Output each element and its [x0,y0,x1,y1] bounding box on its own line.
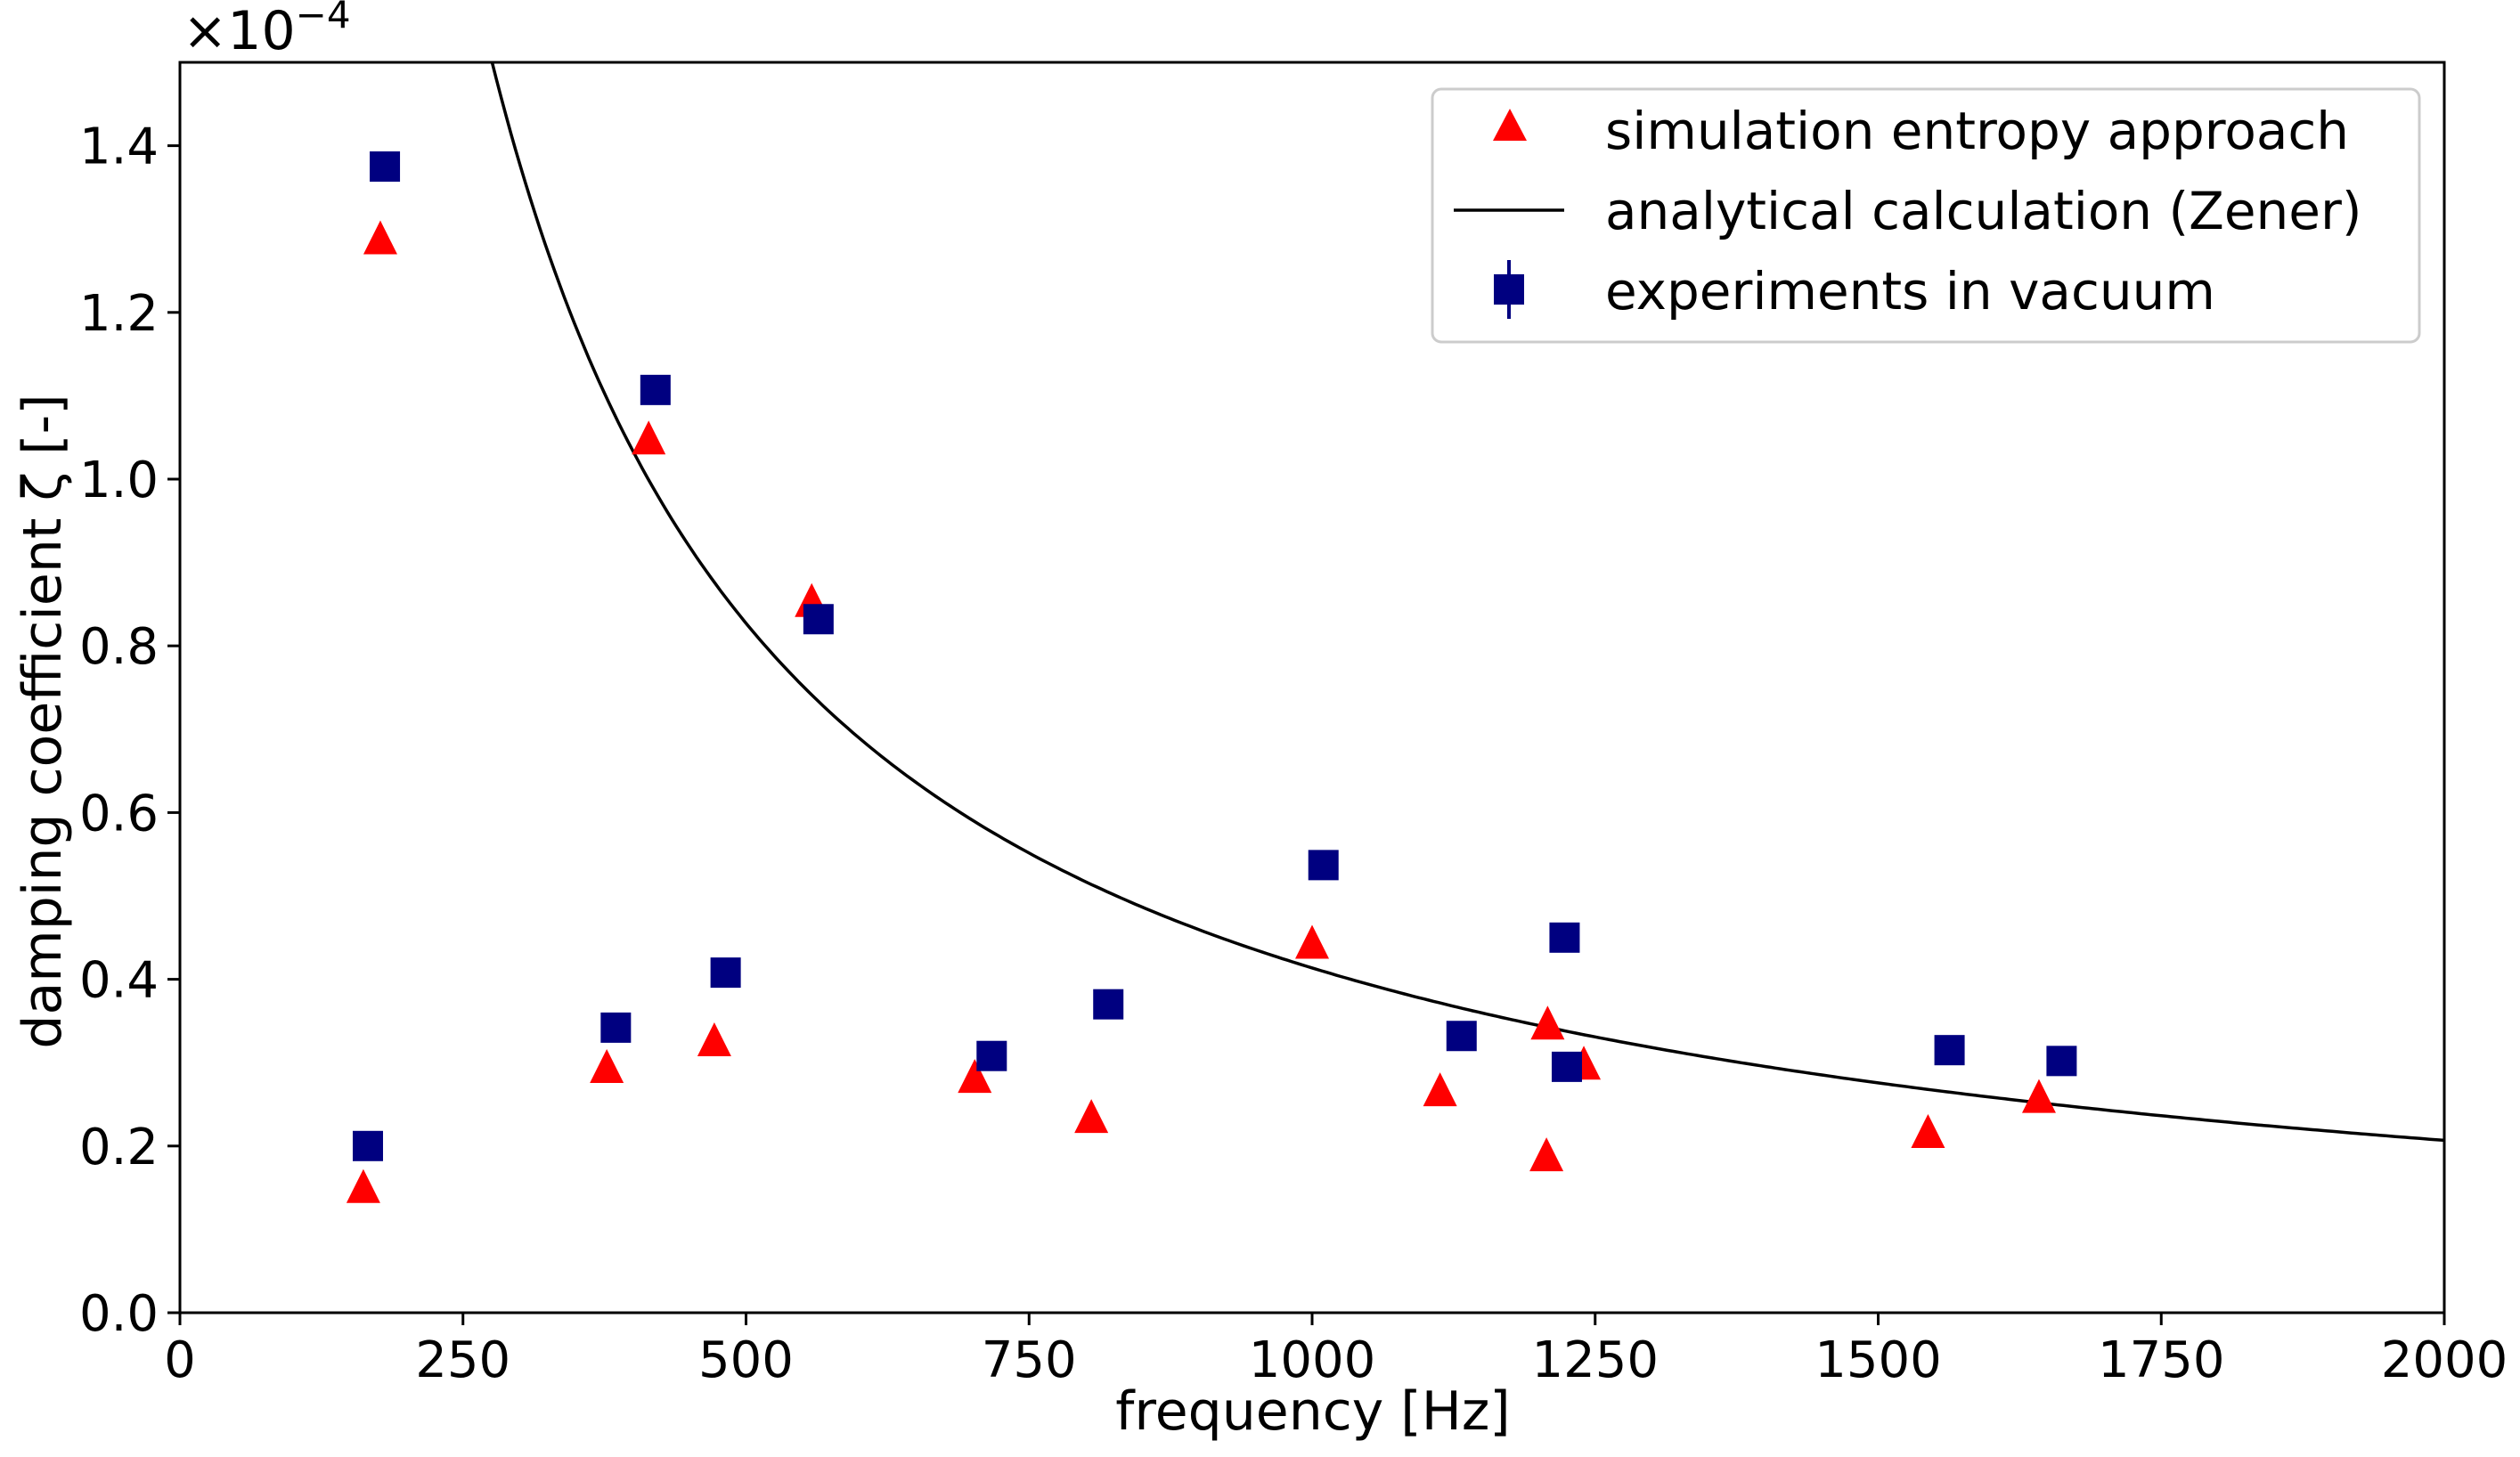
x-tick-label-2000: 2000 [2381,1331,2508,1389]
x-tick-label-0: 0 [164,1331,196,1389]
experiment-point-9 [1308,850,1339,881]
experiment-point-10 [1446,1021,1477,1052]
experiment-point-1 [352,1130,383,1161]
y-scale-exponent: −4 [296,0,351,37]
y-tick-label-5: 1.0 [79,452,159,509]
x-tick-label-1750: 1750 [2098,1331,2225,1389]
x-tick-label-1250: 1250 [1531,1331,1659,1389]
y-tick-label-6: 1.2 [79,285,159,343]
legend-label-analytical: analytical calculation (Zener) [1605,181,2361,241]
simulation-point-14 [1911,1113,1945,1148]
simulation-point-4 [632,420,666,455]
zener-curve [490,62,2444,1143]
legend-label-experiments: experiments in vacuum [1605,261,2215,322]
simulation-point-10 [1423,1072,1457,1107]
y-tick-label-7: 1.4 [79,118,159,176]
experiment-point-13 [1934,1035,1965,1066]
y-scale-base: ×10 [183,0,296,62]
y-tick-label-2: 0.4 [79,952,159,1010]
experiment-point-7 [976,1040,1007,1071]
simulation-point-7 [958,1059,992,1094]
experiment-point-12 [1551,1051,1582,1082]
simulation-point-12 [1530,1005,1565,1040]
simulation-point-11 [1529,1137,1564,1172]
x-tick-label-1000: 1000 [1249,1331,1376,1389]
x-tick-label-500: 500 [698,1331,794,1389]
experiment-point-8 [1093,989,1124,1020]
y-tick-label-1: 0.2 [79,1119,159,1176]
y-tick-label-4: 0.8 [79,618,159,676]
experiment-point-4 [640,374,671,405]
experiment-point-3 [600,1012,632,1043]
simulation-point-2 [363,220,397,255]
x-tick-label-750: 750 [982,1331,1077,1389]
experiment-point-11 [1549,922,1580,953]
experiment-point-14 [2046,1046,2077,1077]
legend: simulation entropy approach analytical c… [1431,87,2421,344]
legend-triangle-icon [1493,109,1527,141]
y-scale-factor: ×10−4 [183,0,351,62]
x-axis-label: frequency [Hz] [1115,1380,1510,1443]
x-tick-label-1500: 1500 [1815,1331,1942,1389]
experiment-point-6 [803,604,834,635]
simulation-point-15 [2021,1079,2056,1113]
simulation-point-5 [697,1022,731,1056]
simulation-point-3 [590,1048,624,1083]
simulation-point-9 [1295,924,1329,959]
simulation-point-8 [1074,1099,1109,1134]
legend-label-simulation: simulation entropy approach [1605,101,2349,161]
y-tick-label-0: 0.0 [79,1285,159,1343]
experiment-point-5 [710,957,741,989]
y-tick-label-3: 0.6 [79,785,159,842]
simulation-point-1 [346,1168,380,1203]
x-tick-label-250: 250 [415,1331,510,1389]
legend-frame [1431,87,2421,344]
experiment-point-2 [370,151,401,182]
y-axis-label: damping coefficient ζ [-] [12,394,74,1048]
legend-square-icon [1494,274,1524,305]
